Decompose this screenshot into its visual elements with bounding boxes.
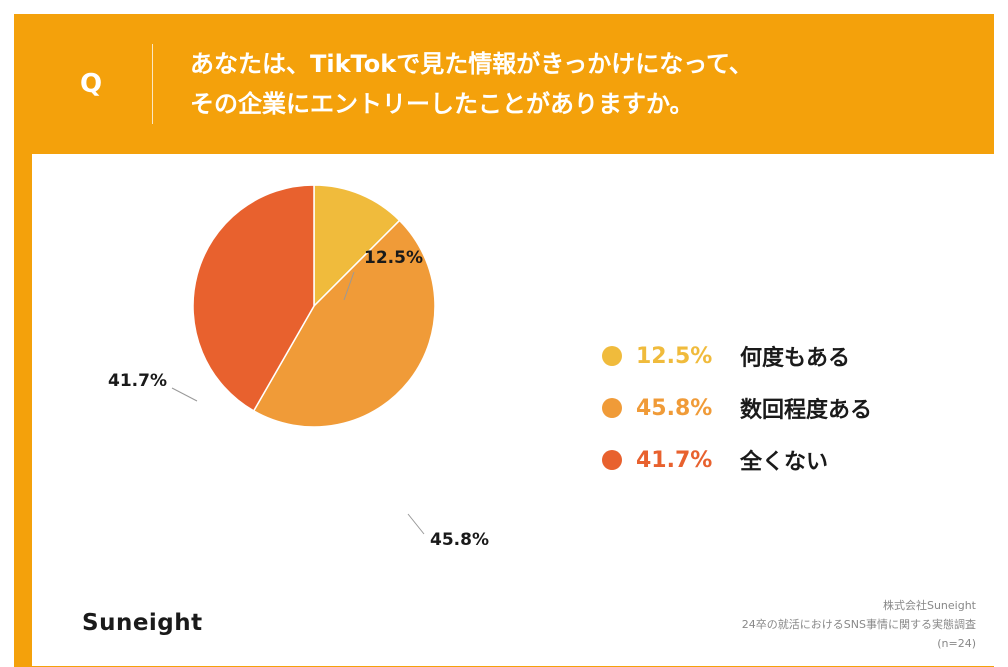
- legend-dot-icon: [602, 346, 622, 366]
- source-survey: 24卒の就活におけるSNS事情に関する実態調査: [741, 618, 976, 631]
- pie-data-label-2: 45.8%: [430, 530, 489, 550]
- legend-label: 全くない: [740, 450, 829, 475]
- source-sample-size: (n=24): [937, 637, 976, 650]
- legend-percent: 12.5%: [636, 343, 713, 369]
- q-mark: Q: [80, 69, 103, 99]
- orange-frame: Q あなたは、TikTokで見た情報がきっかけになって、 その企業にエントリーし…: [14, 14, 996, 667]
- chart-legend: 12.5% 何度もある 45.8% 数回程度ある 41.7% 全くない: [602, 330, 872, 486]
- question-line-2: その企業にエントリーしたことがありますか。: [190, 90, 694, 118]
- pie-data-label-1: 12.5%: [364, 248, 423, 268]
- legend-label: 何度もある: [740, 346, 851, 371]
- header-divider: [152, 44, 153, 124]
- question-line-1: あなたは、TikTokで見た情報がきっかけになって、: [190, 50, 753, 78]
- source-note: 株式会社Suneight 24卒の就活におけるSNS事情に関する実態調査 (n=…: [742, 596, 976, 653]
- question-header: Q あなたは、TikTokで見た情報がきっかけになって、 その企業にエントリーし…: [14, 14, 994, 154]
- pie-slice-3: [192, 184, 315, 412]
- pie-chart: 12.5% 45.8% 41.7%: [108, 184, 489, 550]
- pie-slice-2: [252, 219, 436, 428]
- pie-leader-lines: [171, 271, 425, 535]
- leader-line-1: [343, 271, 355, 301]
- legend-item: 12.5% 何度もある: [602, 330, 872, 382]
- question-text: あなたは、TikTokで見た情報がきっかけになって、 その企業にエントリーしたこ…: [190, 44, 950, 124]
- leader-line-3: [171, 387, 198, 402]
- chart-card: 12.5% 45.8% 41.7% 12.5% 何度もある 45.8% 数回程度ある…: [32, 154, 996, 666]
- legend-label: 数回程度ある: [740, 398, 873, 423]
- legend-percent: 41.7%: [636, 447, 713, 473]
- pie-slices: [192, 184, 436, 428]
- leader-line-2: [407, 513, 425, 535]
- legend-item: 41.7% 全くない: [602, 434, 872, 486]
- legend-dot-icon: [602, 398, 622, 418]
- legend-percent: 45.8%: [636, 395, 713, 421]
- brand-logo-text: Suneight: [82, 610, 203, 636]
- pie-data-labels: 12.5% 45.8% 41.7%: [108, 248, 489, 550]
- legend-dot-icon: [602, 450, 622, 470]
- legend-item: 45.8% 数回程度ある: [602, 382, 872, 434]
- pie-slice-1: [313, 184, 401, 308]
- source-company: 株式会社Suneight: [882, 599, 976, 612]
- pie-data-label-3: 41.7%: [108, 371, 167, 391]
